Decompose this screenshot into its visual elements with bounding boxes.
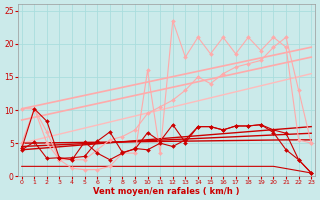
X-axis label: Vent moyen/en rafales ( km/h ): Vent moyen/en rafales ( km/h ) [93, 187, 240, 196]
